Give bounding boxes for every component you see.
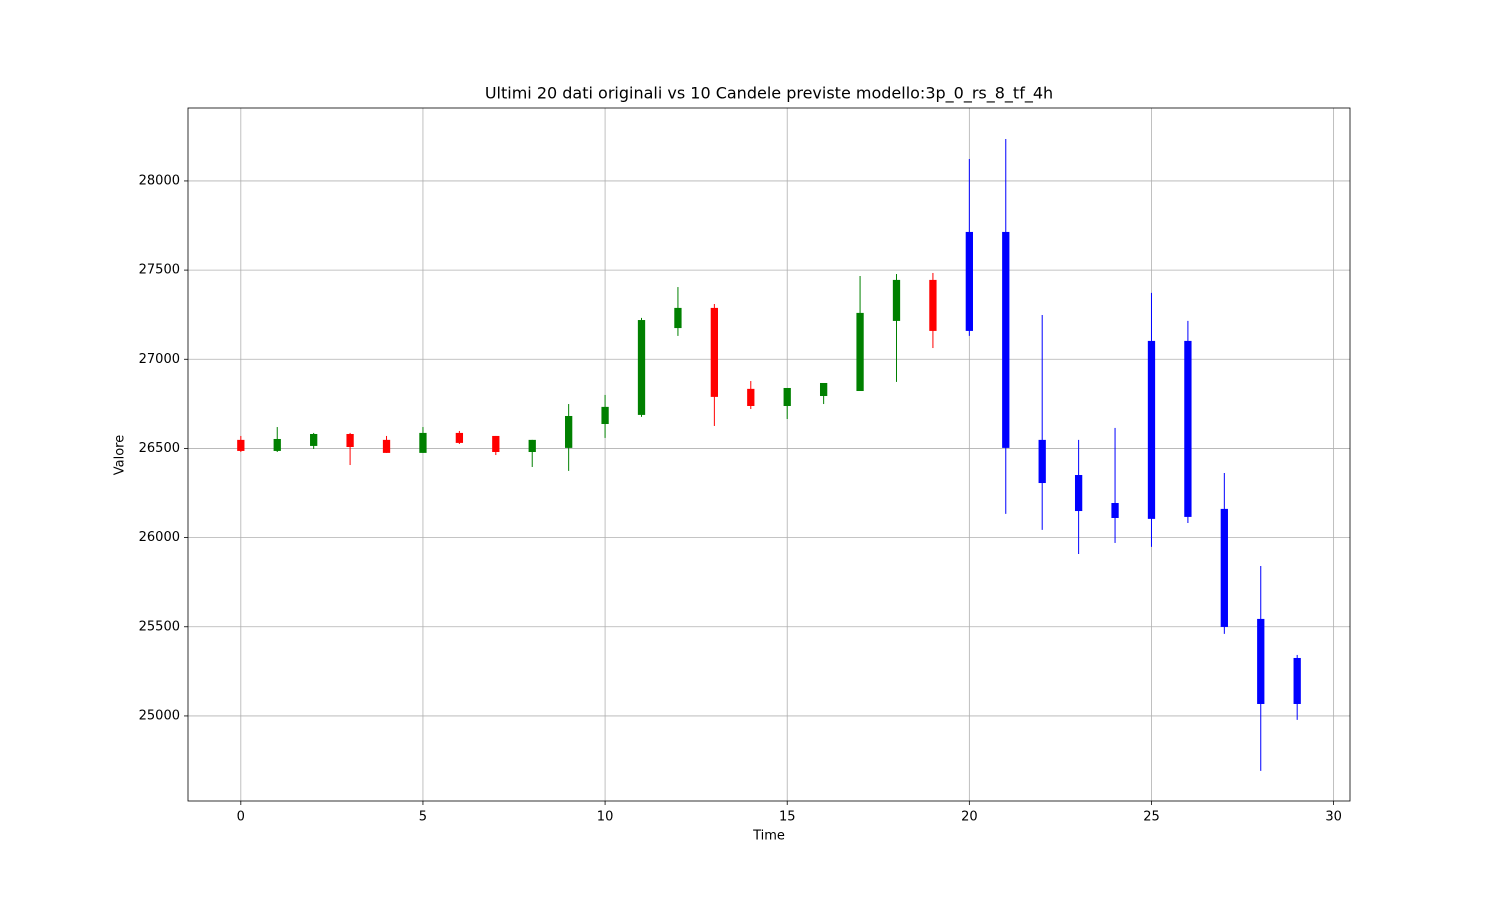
candle-body xyxy=(892,279,901,321)
candle-body xyxy=(565,415,573,448)
candle-body xyxy=(1074,475,1083,512)
plot-frame xyxy=(187,107,1351,802)
x-tick-label: 30 xyxy=(1325,810,1342,825)
candle-body xyxy=(419,432,427,453)
y-tick-label: 28000 xyxy=(139,173,180,188)
x-tick-label: 15 xyxy=(779,810,796,825)
candle-body xyxy=(783,387,791,406)
candle-body xyxy=(1293,657,1301,704)
candle-body xyxy=(601,406,609,425)
x-tick-label: 20 xyxy=(961,810,978,825)
candle-body xyxy=(1111,503,1119,518)
x-axis-label: Time xyxy=(752,829,785,844)
candle-body xyxy=(455,432,464,443)
candle-body xyxy=(965,231,973,331)
x-tick-label: 10 xyxy=(597,810,614,825)
y-tick-label: 26000 xyxy=(139,530,180,545)
x-tick-label: 5 xyxy=(419,810,427,825)
candle-body xyxy=(637,320,646,415)
candle-body xyxy=(1002,231,1010,448)
candle-body xyxy=(346,433,354,448)
candle-body xyxy=(1220,508,1228,627)
chart-title: Ultimi 20 dati originali vs 10 Candele p… xyxy=(485,84,1053,104)
y-tick-label: 27500 xyxy=(139,263,180,278)
candle-body xyxy=(710,307,719,397)
candle-body xyxy=(929,279,937,331)
candle-body xyxy=(819,382,828,397)
candle-body xyxy=(237,439,245,451)
y-tick-label: 26500 xyxy=(139,441,180,456)
candle-body xyxy=(856,312,864,392)
x-tick-label: 25 xyxy=(1143,810,1160,825)
candle-body xyxy=(1147,340,1156,519)
candle-body xyxy=(1184,340,1192,517)
x-tick-label: 0 xyxy=(237,810,245,825)
y-tick-label: 25500 xyxy=(139,619,180,634)
candle-body xyxy=(310,433,318,446)
candle-body xyxy=(674,307,682,329)
candle-body xyxy=(1038,439,1046,484)
candle-body xyxy=(492,435,500,453)
candle-body xyxy=(273,438,281,451)
y-axis-label: Valore xyxy=(113,435,128,475)
candle-body xyxy=(1257,618,1265,704)
y-tick-label: 25000 xyxy=(139,708,180,723)
candle-body xyxy=(382,439,391,453)
candle-body xyxy=(528,439,536,453)
y-tick-label: 27000 xyxy=(139,352,180,367)
candle-body xyxy=(747,388,755,406)
